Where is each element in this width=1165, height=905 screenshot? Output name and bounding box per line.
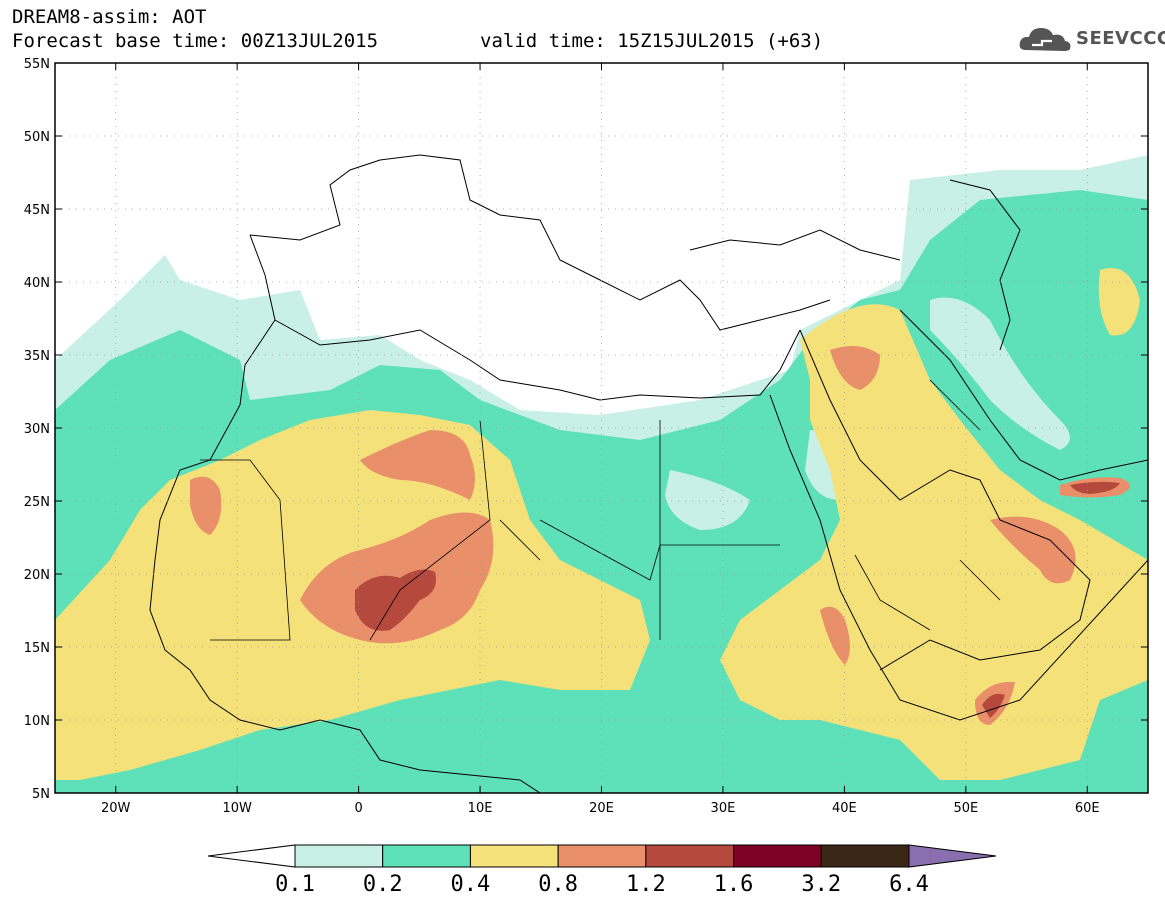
lat-label: 55N bbox=[24, 57, 50, 72]
lat-label: 10N bbox=[24, 714, 50, 729]
aot-band-0.8-iraq bbox=[830, 346, 880, 390]
forecast-base-time: Forecast base time: 00Z13JUL2015 bbox=[12, 30, 379, 52]
lat-label: 5N bbox=[32, 787, 50, 802]
lat-label: 50N bbox=[24, 130, 50, 145]
aot-band-0.4-east bbox=[720, 304, 1148, 780]
chart-title: DREAM8-assim: AOT bbox=[12, 6, 207, 28]
colorbar-label: 0.4 bbox=[451, 872, 491, 897]
axis-ticks bbox=[55, 62, 1148, 794]
coastline-west-africa bbox=[149, 234, 541, 793]
colorbar-label: 1.2 bbox=[626, 872, 666, 897]
lat-label: 20N bbox=[24, 568, 50, 583]
lon-label: 10W bbox=[222, 801, 252, 816]
colorbar-high-arrow bbox=[908, 844, 997, 868]
aot-band-1.2-somalia bbox=[982, 693, 1005, 718]
lat-label: 40N bbox=[24, 276, 50, 291]
colorbar-label: 0.8 bbox=[538, 872, 578, 897]
colorbar-label: 1.6 bbox=[714, 872, 754, 897]
colorbar-swatch bbox=[382, 844, 471, 868]
lat-label: 25N bbox=[24, 495, 50, 510]
colorbar-swatch bbox=[557, 844, 647, 868]
lat-label: 15N bbox=[24, 641, 50, 656]
colorbar-swatch bbox=[820, 844, 910, 868]
colorbar-swatch bbox=[469, 844, 559, 868]
colorbar-label: 6.4 bbox=[889, 872, 929, 897]
latitude-labels: 55N 50N 45N 40N 35N 30N 25N 20N 15N 10N 5N bbox=[24, 57, 50, 802]
aot-band-0.8-oman bbox=[990, 516, 1076, 584]
colorbar-swatch bbox=[294, 844, 384, 868]
lon-label: 40E bbox=[832, 801, 857, 816]
colorbar-labels: 0.1 0.2 0.4 0.8 1.2 1.6 3.2 6.4 bbox=[275, 872, 929, 897]
colorbar bbox=[207, 844, 997, 868]
lat-label: 45N bbox=[24, 203, 50, 218]
lat-label: 35N bbox=[24, 349, 50, 364]
lon-label: 30E bbox=[711, 801, 736, 816]
lon-label: 20E bbox=[589, 801, 614, 816]
border-lines bbox=[200, 379, 1001, 641]
lon-label: 50E bbox=[953, 801, 978, 816]
coastlines bbox=[149, 154, 1148, 793]
aot-patch-low-east bbox=[930, 297, 1070, 450]
coastline-red-sea bbox=[769, 394, 1148, 721]
lat-label: 30N bbox=[24, 422, 50, 437]
aot-band-1.2-sahara bbox=[355, 569, 436, 631]
colorbar-swatch bbox=[733, 844, 822, 868]
aot-patch-low-libya bbox=[665, 470, 750, 530]
coastline-black-caspian bbox=[689, 179, 1021, 351]
colorbar-label: 0.1 bbox=[275, 872, 315, 897]
aot-band-0.8-mauritania bbox=[190, 476, 222, 535]
lon-label: 10E bbox=[468, 801, 493, 816]
colorbar-label: 3.2 bbox=[801, 872, 841, 897]
coastline-europe bbox=[249, 154, 831, 331]
graticule bbox=[55, 63, 1148, 793]
aot-band-0.8-redsea bbox=[820, 606, 850, 665]
coastline-gulf-iran bbox=[899, 309, 1148, 481]
valid-time: valid time: 15Z15JUL2015 (+63) bbox=[480, 30, 824, 52]
aot-field bbox=[55, 155, 1148, 793]
colorbar-low-arrow bbox=[207, 844, 296, 868]
coastline-north-africa bbox=[274, 319, 801, 401]
lon-label: 20W bbox=[101, 801, 131, 816]
colorbar-swatch bbox=[645, 844, 735, 868]
aot-band-1.2-gulf bbox=[1070, 481, 1120, 494]
longitude-labels: 20W 10W 0 10E 20E 30E 40E 50E 60E bbox=[101, 801, 1100, 816]
colorbar-label: 0.2 bbox=[363, 872, 403, 897]
aot-band-0.8-algeria bbox=[360, 430, 475, 500]
seevccc-logo: SEEVCCC bbox=[1018, 22, 1165, 56]
logo-text: SEEVCCC bbox=[1076, 28, 1165, 49]
lon-label: 0 bbox=[354, 801, 362, 816]
cloud-icon bbox=[1019, 28, 1071, 51]
coastline-arabia bbox=[799, 329, 1091, 671]
lon-label: 60E bbox=[1075, 801, 1100, 816]
aot-band-0.4-caspian bbox=[1098, 268, 1140, 336]
